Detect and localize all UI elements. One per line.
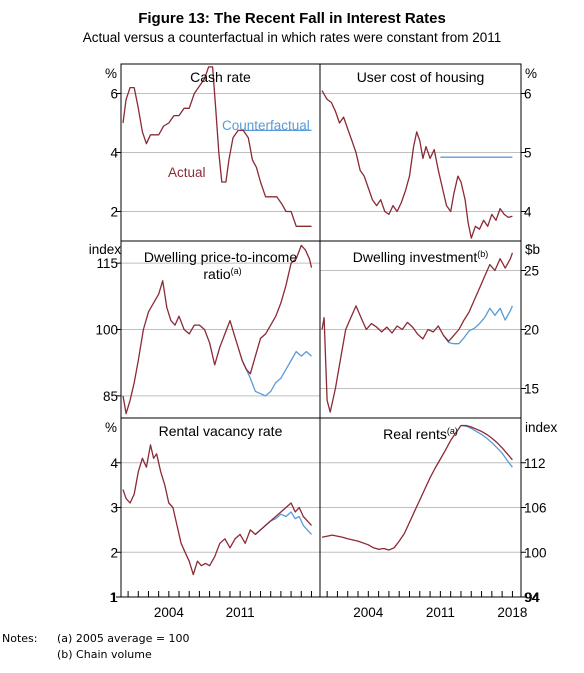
actual-line [122,244,313,415]
y-tick-label: 6 [110,87,118,102]
annotation-counterfactual: Counterfactual [222,118,310,133]
panel-title: User cost of housing [357,69,485,85]
panel-title: Dwelling price-to-income [144,249,297,265]
panel-1 [121,66,320,227]
y-tick-label: 94 [525,590,541,605]
y-tick-label: 1 [110,590,118,605]
annotation-actual: Actual [168,165,206,180]
panel-title: Rental vacancy rate [159,423,283,439]
y-tick-label: 6 [524,87,532,102]
counterfactual-line [460,424,513,468]
unit-label: % [105,420,117,435]
x-tick-label: 2018 [497,605,527,620]
unit-label: % [525,66,537,81]
y-tick-label: 4 [110,456,118,471]
panel-2 [320,90,521,239]
counterfactual-line [442,305,513,345]
unit-label: $b [525,242,540,257]
panel-5 [121,444,320,576]
panel-4 [320,252,521,413]
y-tick-label: 85 [103,389,118,404]
y-tick-label: 2 [110,545,118,560]
x-tick-label: 2004 [154,605,185,620]
panel-title: ratio(a) [203,266,241,282]
y-tick-label: 112 [524,456,546,471]
panel-3 [121,244,320,415]
y-tick-label: 25 [524,264,539,279]
chart-title: Figure 13: The Recent Fall in Interest R… [138,10,446,27]
panel-title: Real rents(a) [383,426,458,442]
note-a: (a) 2005 average = 100 [57,632,190,645]
y-tick-label: 1 [109,590,117,605]
chart-subtitle: Actual versus a counterfactual in which … [82,30,502,45]
y-tick-label: 4 [110,146,118,161]
unit-label: % [105,66,117,81]
notes-label: Notes: [2,632,38,645]
chart-frame [120,63,522,598]
actual-line [321,424,513,551]
panel-title: Cash rate [190,69,251,85]
actual-line [321,90,513,239]
y-tick-label: 106 [524,501,547,516]
counterfactual-line [241,350,312,397]
note-b: (b) Chain volume [57,648,152,661]
panel-title: Dwelling investment(b) [353,249,489,265]
y-tick-label: 20 [524,323,539,338]
unit-label: index [89,242,122,257]
unit-label: index [525,420,558,435]
actual-line [122,66,312,227]
y-tick-label: 100 [95,323,118,338]
y-tick-label: 3 [110,501,118,516]
x-tick-label: 2011 [226,605,255,620]
x-tick-label: 2011 [426,605,455,620]
y-tick-label: 4 [524,205,532,220]
actual-line [122,444,312,576]
y-tick-label: 5 [524,146,532,161]
y-tick-label: 100 [524,545,547,560]
y-tick-label: 115 [96,256,118,271]
y-tick-label: 2 [110,205,118,220]
y-tick-label: 15 [524,382,539,397]
panel-6 [320,424,521,553]
y-tick-label: 94 [524,590,540,605]
actual-line [321,252,514,413]
x-tick-label: 2004 [353,605,384,620]
